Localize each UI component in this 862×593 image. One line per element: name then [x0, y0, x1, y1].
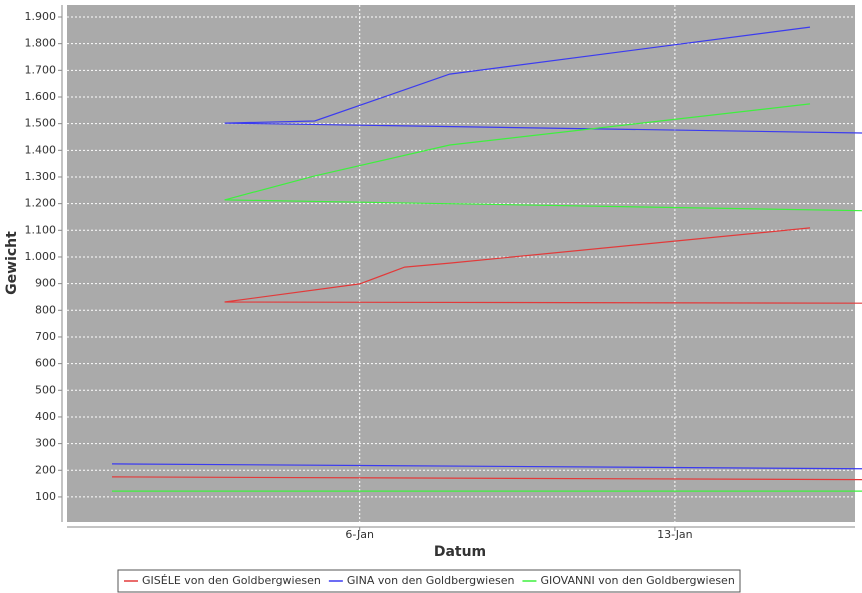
- y-tick-label: 700: [35, 330, 56, 343]
- y-tick-label: 600: [35, 357, 56, 370]
- legend: [117, 569, 741, 593]
- y-tick-label: 900: [35, 277, 56, 290]
- series-line: [111, 227, 862, 481]
- y-tick-label: 1.300: [25, 170, 57, 183]
- legend-label: GIOVANNI von den Goldbergwiesen: [540, 574, 734, 587]
- x-axis-label: Datum: [434, 544, 486, 560]
- x-tick-label: 6-Jan: [345, 528, 374, 541]
- y-tick-label: 1.200: [25, 197, 57, 210]
- series-line: [112, 103, 862, 492]
- series-line: [111, 26, 862, 470]
- y-tick-label: 100: [35, 490, 56, 503]
- y-tick-label: 200: [35, 463, 56, 476]
- y-tick-label: 1.900: [25, 10, 57, 23]
- y-tick-label: 1.600: [25, 90, 57, 103]
- y-tick-label: 300: [35, 437, 56, 450]
- y-tick-label: 400: [35, 410, 56, 423]
- legend-label: GISÉLE von den Goldbergwiesen: [142, 574, 321, 587]
- y-tick-label: 1.000: [25, 250, 57, 263]
- y-tick-label: 1.700: [25, 63, 57, 76]
- y-tick-label: 500: [35, 383, 56, 396]
- legend-label: GINA von den Goldbergwiesen: [347, 574, 515, 587]
- x-tick-label: 13-Jan: [657, 528, 693, 541]
- y-axis-label: Gewicht: [4, 231, 20, 295]
- plot-area: [67, 5, 855, 522]
- y-tick-label: 1.100: [25, 223, 57, 236]
- y-tick-label: 1.800: [25, 37, 57, 50]
- y-tick-label: 800: [35, 303, 56, 316]
- y-tick-label: 1.400: [25, 143, 57, 156]
- y-tick-label: 1.500: [25, 117, 57, 130]
